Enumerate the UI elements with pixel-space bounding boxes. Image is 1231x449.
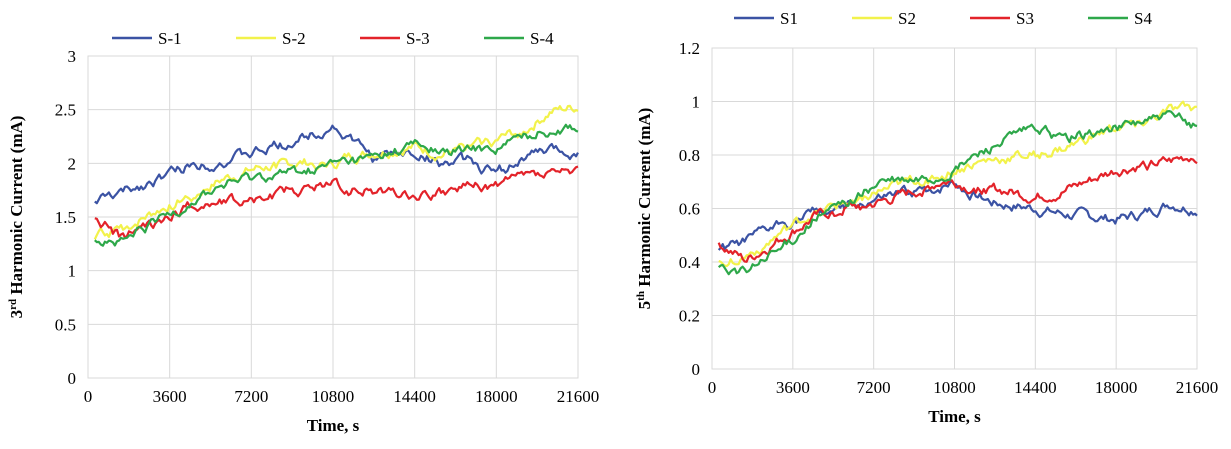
series-line-s-1	[94, 124, 579, 205]
x-tick-label: 21600	[1176, 378, 1219, 397]
y-tick-label: 2	[68, 154, 77, 173]
x-tick-label: 0	[708, 378, 717, 397]
y-tick-label: 0.8	[679, 146, 700, 165]
legend-label: S-4	[530, 29, 554, 48]
legend-label: S1	[780, 9, 798, 28]
y-tick-label: 1.5	[55, 208, 76, 227]
x-tick-label: 18000	[1095, 378, 1138, 397]
y-tick-label: 0.6	[679, 200, 700, 219]
y-tick-label: 0.5	[55, 315, 76, 334]
series-line-s1	[717, 179, 1198, 251]
x-tick-label: 14400	[393, 387, 436, 406]
x-tick-label: 3600	[776, 378, 810, 397]
y-tick-label: 3	[68, 47, 77, 66]
chart-3rd-harmonic-svg: 0 3600 7200 10800 14400 18000 21600 0 0.5 1 1.5 2 2.…	[7, 29, 600, 435]
x-tick-label: 18000	[475, 387, 518, 406]
y-tick-label: 0.2	[679, 307, 700, 326]
x-tick-label: 21600	[557, 387, 600, 406]
legend-label: S-1	[158, 29, 182, 48]
legend-label: S-2	[282, 29, 306, 48]
y-tick-label: 1	[692, 93, 701, 112]
x-tick-label: 3600	[153, 387, 187, 406]
series-line-s-4	[94, 123, 579, 247]
y-tick-label: 1	[68, 262, 77, 281]
y-tick-label: 0.4	[679, 253, 701, 272]
y-tick-label: 0	[692, 360, 701, 379]
x-axis-title: Time, s	[307, 416, 360, 435]
x-axis-title: Time, s	[928, 407, 981, 426]
legend-label: S4	[1134, 9, 1152, 28]
chart-5th-harmonic: 0 3600 7200 10800 14400 18000 21600 0 0.2 0.4 0.6 0…	[618, 0, 1231, 449]
x-tick-label: 7200	[857, 378, 891, 397]
series-line-s-3	[94, 165, 579, 239]
y-tick-label: 2.5	[55, 101, 76, 120]
chart-5th-harmonic-svg: 0 3600 7200 10800 14400 18000 21600 0 0.2 0.4 0.6 0…	[635, 9, 1219, 426]
x-tick-label: 10800	[312, 387, 355, 406]
legend-label: S2	[898, 9, 916, 28]
y-tick-label: 1.2	[679, 39, 700, 58]
series-line-s4	[717, 109, 1198, 276]
y-axis-title: 3rd Harmonic Current (mA)	[7, 116, 26, 319]
series-line-s-2	[93, 104, 579, 240]
x-tick-label: 10800	[933, 378, 976, 397]
x-tick-label: 0	[84, 387, 93, 406]
x-tick-label: 7200	[234, 387, 268, 406]
legend-label: S-3	[406, 29, 430, 48]
x-tick-label: 14400	[1014, 378, 1057, 397]
series-line-s3	[717, 156, 1198, 263]
chart-3rd-harmonic: 0 3600 7200 10800 14400 18000 21600 0 0.5 1 1.5 2 2.…	[0, 0, 610, 449]
y-axis-title: 5th Harmonic Current (mA)	[635, 108, 654, 310]
y-tick-label: 0	[68, 369, 77, 388]
legend-label: S3	[1016, 9, 1034, 28]
